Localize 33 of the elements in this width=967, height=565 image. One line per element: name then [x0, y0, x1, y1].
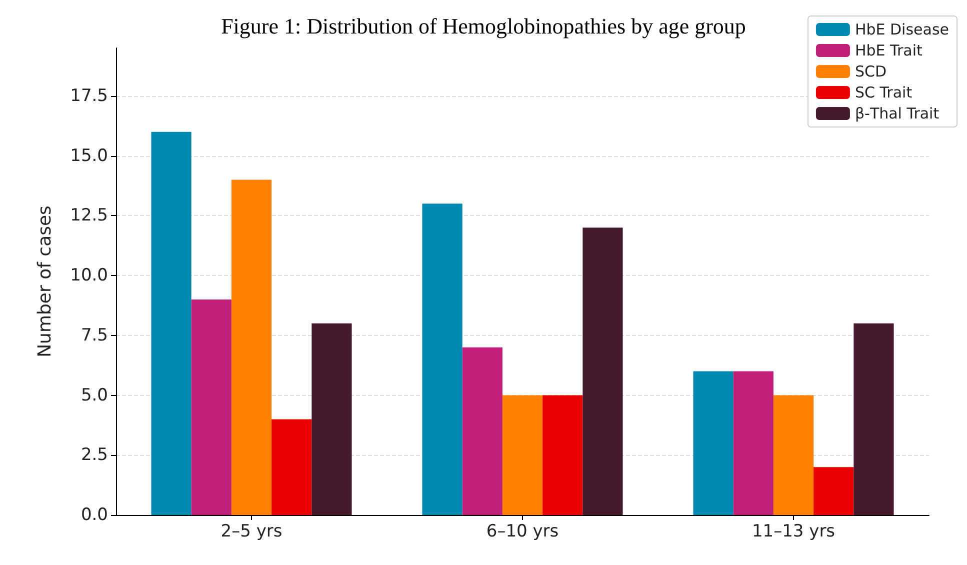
x-tick-label: 6–10 yrs	[486, 522, 559, 542]
legend-label: HbE Disease	[854, 20, 950, 38]
y-tick-label: 5.0	[80, 385, 108, 406]
x-tick-label: 2–5 yrs	[220, 522, 282, 542]
legend-label: HbE Trait	[854, 42, 922, 60]
bar	[502, 395, 543, 515]
y-tick-label: 7.5	[80, 325, 108, 346]
bar	[231, 180, 272, 515]
legend-label: β-Thal Trait	[854, 104, 940, 122]
bar	[312, 323, 352, 515]
bar	[462, 347, 502, 515]
bar	[151, 132, 192, 515]
y-tick-label: 0.0	[80, 505, 108, 525]
y-tick-label: 17.5	[70, 86, 108, 106]
y-tick-label: 2.5	[80, 445, 108, 466]
bar	[191, 299, 232, 515]
y-axis-title: Number of cases	[34, 206, 56, 358]
y-tick-label: 12.5	[70, 206, 108, 226]
bar	[773, 395, 814, 515]
y-tick-label: 10.0	[70, 266, 108, 286]
x-tick-label: 11–13 yrs	[752, 522, 836, 542]
bar	[854, 323, 894, 515]
bar	[542, 395, 583, 515]
bar	[693, 371, 734, 515]
legend-label: SC Trait	[854, 84, 912, 102]
bar	[422, 204, 462, 515]
bar	[272, 419, 312, 515]
bar	[814, 467, 854, 515]
chart-title: Figure 1: Distribution of Hemoglobinopathies by age group	[221, 14, 746, 38]
bar	[582, 228, 623, 515]
bar	[733, 371, 774, 515]
y-tick-label: 15.0	[70, 146, 108, 166]
legend-label: SCD	[854, 62, 887, 80]
